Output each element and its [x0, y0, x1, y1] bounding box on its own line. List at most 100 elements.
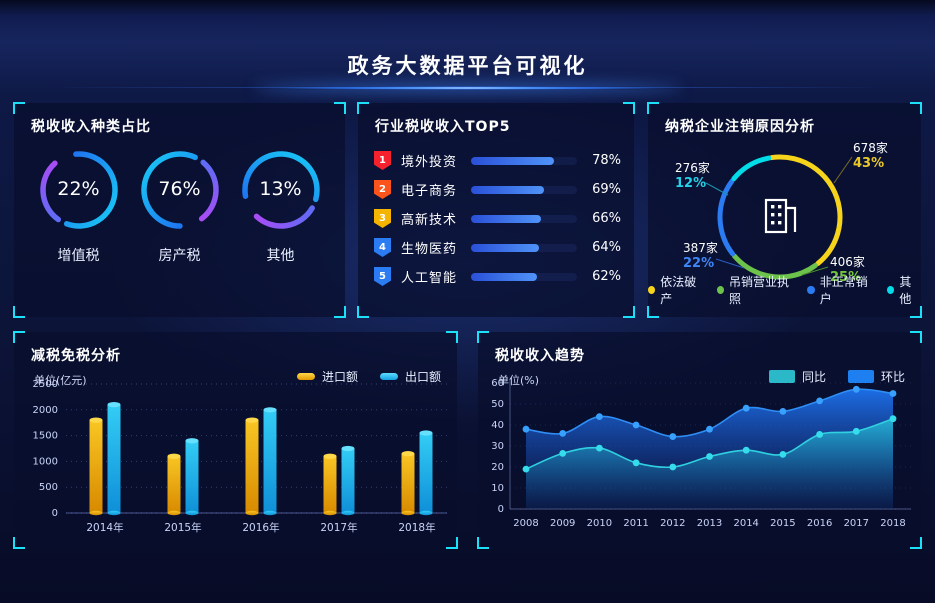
- y-axis-unit: 单位(%): [498, 374, 540, 387]
- panel-title: 纳税企业注销原因分析: [665, 119, 815, 135]
- corner-bracket: [910, 306, 922, 318]
- bar: [185, 440, 199, 513]
- legend-item-abnormal[interactable]: 非正常销户: [807, 273, 874, 307]
- top5-label: 生物医药: [401, 242, 458, 257]
- rank-badge-icon: 1: [374, 151, 391, 170]
- corner-bracket: [13, 102, 25, 114]
- y-axis-unit: 单位(亿元): [34, 374, 87, 387]
- data-point: [596, 444, 603, 452]
- legend-label: 进口额: [321, 370, 358, 384]
- ring-segment: [717, 154, 843, 280]
- legend-item-huanbi[interactable]: 环比: [847, 368, 905, 385]
- svg-text:2014: 2014: [733, 518, 758, 529]
- corner-bracket: [446, 331, 458, 343]
- corner-bracket: [647, 102, 659, 114]
- data-point: [816, 431, 823, 438]
- svg-text:2015年: 2015年: [164, 521, 201, 534]
- legend-item-tongbi[interactable]: 同比: [768, 368, 826, 385]
- top5-percent: 62%: [592, 269, 621, 284]
- top5-row: 2 电子商务 69%: [374, 180, 621, 199]
- svg-text:2015: 2015: [770, 518, 795, 529]
- legend-pill-icon: [379, 373, 398, 380]
- legend-item-export[interactable]: 出口额: [379, 368, 441, 385]
- bar: [167, 456, 181, 513]
- svg-text:500: 500: [39, 482, 58, 493]
- ring-label-678: 678家 43%: [853, 141, 888, 171]
- data-point: [522, 425, 530, 433]
- data-point: [889, 390, 897, 397]
- data-point: [632, 421, 640, 429]
- svg-text:2013: 2013: [697, 518, 722, 529]
- legend-item-bankruptcy[interactable]: 依法破产: [648, 273, 704, 307]
- svg-text:60: 60: [491, 378, 504, 389]
- top5-bar-track: [471, 156, 577, 165]
- svg-text:2011: 2011: [623, 518, 648, 529]
- svg-text:2018: 2018: [880, 518, 905, 529]
- svg-text:30: 30: [491, 441, 504, 452]
- svg-text:2017: 2017: [844, 518, 869, 529]
- data-point: [559, 449, 567, 457]
- ring-label-387: 387家 22%: [683, 241, 718, 271]
- top5-row: 3 高新技术 66%: [374, 209, 621, 228]
- legend-swatch-icon: [847, 370, 874, 383]
- top5-label: 人工智能: [401, 271, 458, 286]
- ring-count: 678家: [853, 141, 888, 155]
- svg-text:2010: 2010: [587, 518, 612, 529]
- panel-trend: 税收收入趋势 单位(%) 同比 环比 0 10 20 30 40 50 60 2008 2009…: [477, 331, 922, 549]
- top5-bar-fill: [471, 185, 545, 194]
- rank-badge-icon: 3: [374, 209, 391, 228]
- donut-percent: 13%: [259, 178, 302, 200]
- svg-text:10: 10: [491, 483, 504, 494]
- ring-segment: [717, 154, 843, 280]
- rank-badge-icon: 4: [374, 238, 391, 257]
- ring-percent: 12%: [675, 176, 707, 191]
- data-point: [669, 463, 677, 471]
- legend-item-license-revoked[interactable]: 吊销营业执照: [716, 273, 795, 307]
- donut-percent: 76%: [158, 178, 201, 200]
- legend-label: 依法破产: [660, 275, 697, 306]
- panel-tax-type: 税收收入种类占比 22% 增值税 76% 房产税: [13, 102, 346, 318]
- grouped-bar-chart: 0 500 1000 1500 2000 2500 2014年 2015年 2016年 2017年…: [33, 379, 447, 534]
- corner-bracket: [910, 102, 922, 114]
- data-point: [779, 451, 787, 458]
- panel-reduction: 减税免税分析 单位(亿元) 进口额 出口额 0 500 1000 1500 2000 25…: [13, 331, 458, 549]
- rank-badge-icon: 2: [374, 180, 391, 199]
- ring-pie-chart: [717, 154, 843, 280]
- ring-count: 276家: [675, 161, 710, 175]
- corner-bracket: [623, 102, 635, 114]
- svg-text:2009: 2009: [550, 518, 575, 529]
- corner-bracket: [357, 102, 369, 114]
- corner-bracket: [477, 331, 489, 343]
- bar: [263, 409, 277, 513]
- donut-row: 22% 增值税 76% 房产税 13% 其他: [14, 147, 345, 265]
- area-line-chart: 0 10 20 30 40 50 60 2008 2009 2010 2011 2012 2013 201…: [491, 378, 911, 529]
- panel-title: 减税免税分析: [31, 348, 121, 364]
- top5-row: 1 境外投资 78%: [374, 151, 621, 170]
- bar: [419, 433, 433, 513]
- legend-item-other[interactable]: 其他: [887, 273, 921, 307]
- data-point: [632, 459, 640, 467]
- data-point: [889, 415, 897, 423]
- svg-text:1500: 1500: [33, 431, 58, 442]
- legend-label: 非正常销户: [819, 275, 868, 306]
- corner-bracket: [647, 306, 659, 318]
- bar: [107, 404, 121, 513]
- area-fill: [526, 418, 893, 509]
- svg-text:1000: 1000: [33, 456, 58, 467]
- data-point: [852, 385, 860, 393]
- ring-legend: 依法破产 吊销营业执照 非正常销户 其他: [648, 273, 921, 307]
- corner-bracket: [13, 306, 25, 318]
- bar: [341, 448, 355, 513]
- top5-bar-track: [471, 214, 577, 223]
- top5-bar-fill: [471, 272, 537, 281]
- top5-percent: 66%: [592, 211, 621, 226]
- legend-dot-icon: [807, 286, 815, 294]
- legend-item-import[interactable]: 进口额: [296, 368, 358, 385]
- legend-label: 其他: [899, 275, 912, 306]
- top5-bar-fill: [471, 156, 554, 165]
- donut-ring-chart: [39, 151, 118, 229]
- top5-label: 电子商务: [401, 184, 458, 199]
- data-point: [669, 433, 677, 440]
- data-point: [779, 407, 787, 415]
- ring-label-276: 276家 12%: [675, 161, 710, 191]
